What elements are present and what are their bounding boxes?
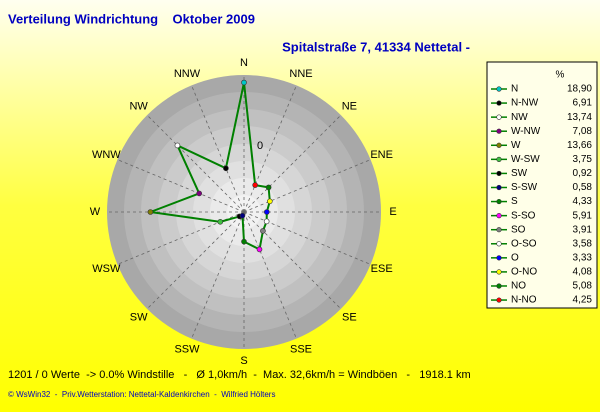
legend-value: 4,33	[573, 196, 593, 207]
legend-marker	[496, 213, 502, 219]
compass-label: SSE	[290, 344, 312, 356]
point	[174, 142, 181, 149]
scale-label: 0	[257, 140, 263, 152]
compass-label: NNE	[289, 68, 312, 80]
spoke	[243, 114, 342, 213]
compass-label: SSW	[174, 344, 200, 356]
compass-label: NE	[342, 101, 357, 113]
point	[147, 209, 154, 215]
legend-value: 5,91	[573, 210, 593, 221]
legend-name: S-SW	[511, 182, 538, 193]
legend-marker	[496, 283, 502, 289]
spoke	[191, 85, 245, 213]
spoke	[243, 211, 342, 310]
compass-label: NW	[129, 101, 148, 113]
spoke	[243, 211, 371, 265]
legend-marker	[496, 100, 502, 106]
point	[264, 209, 270, 215]
legend-value: 0,58	[573, 182, 593, 193]
legend-name: O	[511, 252, 519, 263]
legend-name: N-NO	[511, 295, 537, 306]
legend-value: 6,91	[573, 98, 593, 109]
legend-marker	[496, 86, 502, 92]
legend-marker	[496, 170, 502, 177]
point	[241, 238, 247, 245]
compass-label: ESE	[371, 263, 393, 275]
spoke	[243, 85, 297, 213]
legend-name: NO	[511, 281, 526, 292]
legend-value: 4,08	[573, 267, 593, 278]
legend-value: 3,33	[573, 252, 593, 263]
point	[263, 218, 270, 225]
legend-name: W	[511, 140, 521, 151]
spoke	[146, 211, 245, 310]
chart-title: Verteilung Windrichtung Oktober 2009	[8, 11, 255, 26]
subtitle: Spitalstraße 7, 41334 Nettetal -	[282, 39, 470, 54]
compass-label: E	[389, 206, 396, 218]
legend-marker	[496, 241, 502, 247]
compass-label: WSW	[92, 263, 121, 275]
spoke	[243, 159, 371, 213]
legend-marker	[496, 156, 502, 162]
compass-label: NNW	[174, 68, 201, 80]
point	[252, 182, 258, 188]
legend-name: O-SO	[511, 238, 537, 249]
compass-label: ENE	[370, 149, 393, 161]
legend-value: 4,25	[573, 295, 593, 306]
legend-name: O-NO	[511, 267, 537, 278]
legend-marker	[496, 269, 502, 275]
legend-name: N	[511, 84, 518, 95]
compass-label: SE	[342, 311, 357, 323]
spoke	[146, 114, 245, 213]
footer: 1201 / 0 Werte -> 0.0% Windstille - Ø 1,…	[8, 369, 471, 381]
legend-name: SO	[511, 224, 526, 235]
legend-marker	[496, 184, 502, 191]
credit: © WsWin32 - Priv.Wetterstation: Nettetal…	[8, 390, 275, 399]
point	[267, 198, 273, 205]
legend-header: %	[556, 70, 565, 81]
spoke	[117, 159, 245, 213]
legend-value: 13,66	[567, 140, 592, 151]
legend-name: N-NW	[511, 98, 539, 109]
compass-label: N	[240, 57, 248, 69]
legend-marker	[496, 128, 502, 134]
compass-label: WNW	[92, 149, 121, 161]
legend-marker	[496, 142, 502, 148]
legend-value: 18,90	[567, 84, 592, 95]
spoke	[191, 211, 245, 339]
legend-name: NW	[511, 112, 528, 123]
legend-name: SW	[511, 168, 528, 179]
point	[217, 219, 224, 225]
legend-marker	[496, 198, 502, 205]
compass-label: SW	[130, 311, 148, 323]
legend-name: S-SO	[511, 210, 536, 221]
legend-value: 3,75	[573, 154, 593, 165]
legend-value: 13,74	[567, 112, 592, 123]
legend-name: W-SW	[511, 154, 540, 165]
point	[260, 228, 266, 234]
point	[241, 79, 247, 86]
legend-name: W-NW	[511, 126, 541, 137]
legend-value: 3,58	[573, 238, 593, 249]
legend-marker	[496, 255, 502, 261]
legend-value: 0,92	[573, 168, 593, 179]
spoke	[117, 211, 245, 265]
legend-marker	[496, 227, 502, 233]
legend-marker	[496, 114, 502, 120]
spoke	[243, 211, 297, 339]
legend-value: 5,08	[573, 281, 593, 292]
legend-value: 7,08	[573, 126, 593, 137]
compass-label: W	[90, 206, 101, 218]
legend-name: S	[511, 196, 518, 207]
point	[196, 190, 202, 197]
legend-value: 3,91	[573, 224, 593, 235]
compass-label: S	[240, 355, 247, 367]
legend-marker	[496, 297, 502, 303]
point	[256, 246, 263, 253]
point	[223, 165, 229, 172]
point	[239, 212, 246, 219]
point	[265, 184, 272, 191]
